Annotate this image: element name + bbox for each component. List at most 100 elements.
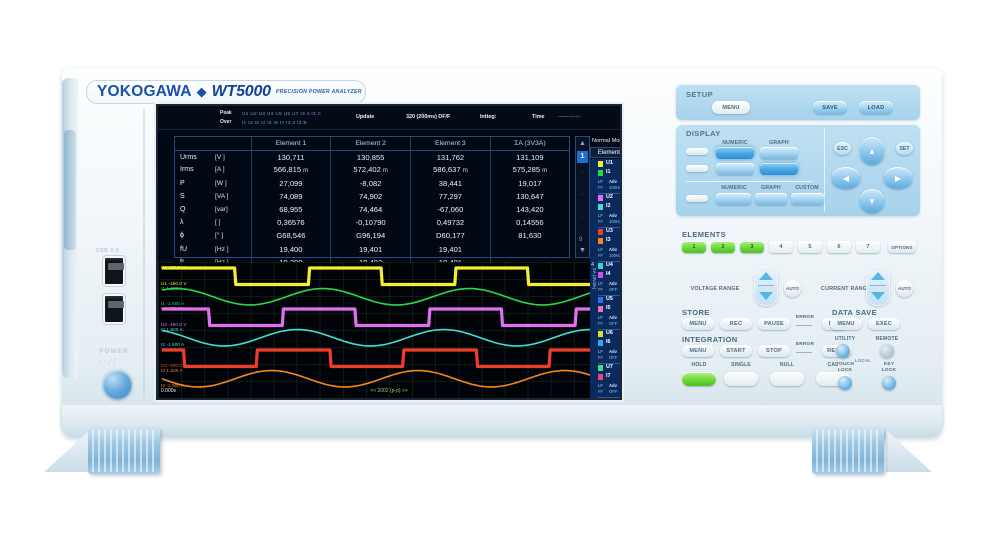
utility-led[interactable] (836, 344, 850, 358)
integration-stop-button[interactable]: STOP (758, 345, 790, 357)
element-channel-row[interactable]: U61000V (598, 330, 620, 338)
setup-load-button[interactable]: LOAD (859, 101, 893, 114)
display-graph-button-1[interactable] (760, 147, 798, 159)
element-channel-row[interactable]: I430A (598, 271, 620, 279)
element-channel-row[interactable]: I75A (598, 373, 620, 381)
table-col-header: Element 3 (410, 137, 491, 151)
measurement-table[interactable]: Element 1 Element 2 Element 3 ΣA (3V3A) Urm… (174, 136, 570, 269)
table-row[interactable]: P [W ] 27,099 -8,082 38,441 19,017 (175, 176, 569, 190)
voltage-auto-button[interactable]: AUTO (784, 280, 801, 297)
setup-menu-button[interactable]: MENU (712, 101, 750, 114)
nav-up-button[interactable]: ▲ (860, 137, 884, 165)
null-button[interactable] (770, 372, 804, 386)
element-channel-row[interactable]: U71000V (598, 364, 620, 372)
table-row[interactable]: Irms [A ] 566,815 m 572,402 m 586,637 m 575,2… (175, 163, 569, 177)
display-numeric-button-2[interactable] (716, 163, 754, 175)
element-meta-row[interactable]: LFFFAdv100HzSyncHrmU1 (598, 247, 620, 260)
element-channel-row[interactable]: U2150V (598, 194, 620, 202)
trace-upper-scale-label: I2 1.500 A (161, 326, 183, 332)
table-row[interactable]: S [VA ] 74,089 74,902 77,297 130,647 (175, 189, 569, 203)
usb-port-lower[interactable] (103, 294, 125, 324)
esc-button[interactable]: ESC (834, 142, 851, 155)
store-pause-button[interactable]: PAUSE (758, 318, 790, 330)
current-range-stepper[interactable] (866, 266, 890, 306)
element-channel-row[interactable]: I65A (598, 339, 620, 347)
element-channel-row[interactable]: I2500mA (598, 203, 620, 211)
element-meta-row[interactable]: LFFFAdvOFFSyncHrmU1 (598, 281, 620, 294)
nav-right-button[interactable]: ▶ (884, 167, 912, 189)
display-numeric-button-1[interactable] (716, 147, 754, 159)
element-meta-row[interactable]: LFFFAdv100HzSyncHrmU1 (598, 179, 620, 192)
display-graph-button-3[interactable] (755, 193, 787, 205)
element-meta-row[interactable]: LFFFAdvOFFSyncHrmU1 (598, 349, 620, 362)
integration-menu-button[interactable]: MENU (682, 345, 714, 357)
waveform-area[interactable]: U1 450.0 V U1 -450.0 V I1 1.500 A I1 -1.500… (158, 262, 620, 398)
voltage-range-stepper[interactable] (754, 266, 778, 306)
usb-port-upper[interactable] (103, 256, 125, 286)
element-meta-row[interactable]: LFFFAdvOFFSyncHrmU1 (598, 315, 620, 328)
table-row[interactable]: ϕ [° ] G68,546 G96,194 D60,177 81,630 (175, 229, 569, 243)
display-graph-button-2[interactable] (760, 163, 798, 175)
cell-value: 19,017 (489, 176, 569, 190)
setup-save-button[interactable]: SAVE (813, 101, 847, 114)
display-numeric-button-3[interactable] (716, 193, 751, 205)
key-lock-led[interactable] (882, 376, 896, 390)
current-range-down-icon[interactable] (871, 292, 885, 300)
pager-down-icon[interactable]: ▼ (579, 247, 586, 254)
table-row[interactable]: fU [Hz ] 19,400 19,401 19,401 (175, 242, 569, 256)
integration-start-button[interactable]: START (720, 345, 752, 357)
pager-up-icon[interactable]: ▲ (579, 140, 586, 147)
element-button-6[interactable]: 6 (827, 241, 851, 253)
touch-lock-led[interactable] (838, 376, 852, 390)
element-button-7[interactable]: 7 (856, 241, 880, 253)
table-row[interactable]: λ [ ] 0,36576 -0,10790 0,49732 0,14556 (175, 216, 569, 230)
current-range-up-icon[interactable] (871, 272, 885, 280)
display-select-indicator-3[interactable] (686, 195, 708, 202)
panel-tabs[interactable]: Elements Options (590, 147, 620, 158)
table-row[interactable]: Urms [V ] 130,711 130,855 131,762 131,109 (175, 150, 569, 164)
display-select-indicator-2[interactable] (686, 165, 708, 172)
data-save-exec-button[interactable]: EXEC (868, 318, 900, 330)
element-channel-row[interactable]: U51000V (598, 296, 620, 304)
voltage-range-up-icon[interactable] (759, 272, 773, 280)
display-custom-button-3[interactable] (791, 193, 824, 205)
element-channel-row[interactable]: U41000V (598, 262, 620, 270)
lcd-screen[interactable]: Peak U1 U2 U3 U4 U5 U6 U7 I3.4 I3.C Over… (158, 106, 620, 398)
pager-dot[interactable]: · (581, 213, 584, 220)
element-meta-row[interactable]: LFFFAdv100HzSyncHrmU1 (598, 213, 620, 226)
power-button[interactable] (103, 370, 132, 399)
data-save-menu-button[interactable]: MENU (830, 318, 862, 330)
display-select-indicator-1[interactable] (686, 148, 708, 155)
element-channel-row[interactable]: I1500mA (598, 169, 620, 177)
element-info-panel[interactable]: CF : 3 Normal Mode Elements Options ΣA (… (590, 130, 620, 398)
table-row[interactable]: Q [var] 68,955 74,464 -67,060 143,420 (175, 202, 569, 217)
element-channel-row[interactable]: I55A (598, 305, 620, 313)
element-button-1[interactable]: 1 (682, 241, 706, 253)
voltage-range-down-icon[interactable] (759, 292, 773, 300)
pager-dot[interactable]: · (581, 191, 584, 198)
element-channel-row[interactable]: U3150V (598, 228, 620, 236)
single-button[interactable] (724, 372, 758, 386)
table-pager[interactable]: ▲ 1 · · · 9 ▼ (575, 136, 590, 258)
set-button[interactable]: SET (896, 142, 913, 155)
element-button-5[interactable]: 5 (798, 241, 822, 253)
remote-led[interactable] (880, 344, 894, 358)
store-menu-button[interactable]: MENU (682, 318, 714, 330)
nav-left-button[interactable]: ◀ (832, 167, 860, 189)
element-button-4[interactable]: 4 (769, 241, 793, 253)
tab-elements[interactable]: Elements (590, 147, 620, 158)
element-settings-list[interactable]: ΣA (3V3A) U1150VI1500mALFFFAdv100HzSyncH… (590, 159, 620, 398)
element-channel-row[interactable]: U1150V (598, 160, 620, 168)
pager-dot[interactable]: · (581, 169, 584, 176)
element-button-3[interactable]: 3 (740, 241, 764, 253)
element-meta-row[interactable]: LFFFAdvOFFSyncHrmU1 (598, 383, 620, 396)
elements-options-button[interactable]: OPTIONS (888, 241, 916, 253)
nav-down-button[interactable]: ▼ (860, 189, 884, 213)
row-quantity: S (180, 192, 185, 200)
hold-button[interactable] (682, 372, 716, 386)
element-button-2[interactable]: 2 (711, 241, 735, 253)
power-symbol-icon: ⌐○╱│ (99, 359, 118, 365)
current-auto-button[interactable]: AUTO (896, 280, 913, 297)
store-rec-button[interactable]: REC (720, 318, 752, 330)
element-channel-row[interactable]: I3500mA (598, 237, 620, 245)
